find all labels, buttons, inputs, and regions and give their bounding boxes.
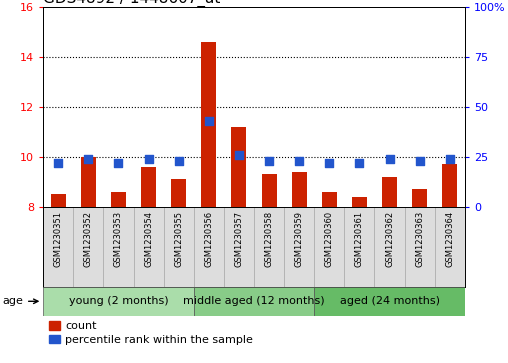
Bar bbox=[43, 287, 194, 316]
Text: GSM1230360: GSM1230360 bbox=[325, 211, 334, 267]
Bar bbox=[73, 207, 104, 287]
Bar bbox=[382, 177, 397, 207]
Text: GSM1230361: GSM1230361 bbox=[355, 211, 364, 267]
Legend: count, percentile rank within the sample: count, percentile rank within the sample bbox=[49, 321, 253, 345]
Bar bbox=[374, 207, 404, 287]
Text: GSM1230358: GSM1230358 bbox=[265, 211, 274, 267]
Text: GSM1230353: GSM1230353 bbox=[114, 211, 123, 267]
Bar bbox=[111, 192, 126, 207]
Text: GSM1230357: GSM1230357 bbox=[234, 211, 243, 267]
Text: GSM1230354: GSM1230354 bbox=[144, 211, 153, 267]
Text: GSM1230363: GSM1230363 bbox=[415, 211, 424, 267]
Text: GSM1230351: GSM1230351 bbox=[54, 211, 63, 267]
Bar bbox=[141, 167, 156, 207]
Point bbox=[446, 156, 454, 162]
Bar bbox=[344, 207, 374, 287]
Point bbox=[54, 160, 62, 166]
Point bbox=[325, 160, 333, 166]
Bar bbox=[194, 287, 314, 316]
Bar bbox=[134, 207, 164, 287]
Text: GSM1230364: GSM1230364 bbox=[445, 211, 454, 267]
Point bbox=[295, 158, 303, 164]
Bar bbox=[104, 207, 134, 287]
Point bbox=[84, 156, 92, 162]
Bar bbox=[43, 207, 73, 287]
Text: middle aged (12 months): middle aged (12 months) bbox=[183, 296, 325, 306]
Bar bbox=[254, 207, 284, 287]
Point bbox=[205, 118, 213, 124]
Bar bbox=[435, 207, 465, 287]
Bar bbox=[232, 127, 246, 207]
Bar bbox=[194, 207, 224, 287]
Text: GSM1230355: GSM1230355 bbox=[174, 211, 183, 267]
Text: GSM1230352: GSM1230352 bbox=[84, 211, 93, 267]
Bar bbox=[292, 172, 307, 207]
Point bbox=[144, 156, 152, 162]
Bar bbox=[314, 287, 465, 316]
Text: aged (24 months): aged (24 months) bbox=[339, 296, 439, 306]
Bar bbox=[412, 189, 427, 207]
Bar bbox=[322, 192, 337, 207]
Text: GDS4892 / 1448607_at: GDS4892 / 1448607_at bbox=[43, 0, 220, 7]
Text: GSM1230359: GSM1230359 bbox=[295, 211, 304, 267]
Bar bbox=[224, 207, 254, 287]
Bar bbox=[262, 175, 276, 207]
Point bbox=[386, 156, 394, 162]
Point bbox=[235, 152, 243, 158]
Text: age: age bbox=[2, 296, 38, 306]
Bar bbox=[201, 42, 216, 207]
Bar bbox=[404, 207, 435, 287]
Bar bbox=[171, 179, 186, 207]
Bar bbox=[81, 157, 96, 207]
Point bbox=[175, 158, 183, 164]
Bar bbox=[51, 195, 66, 207]
Text: GSM1230356: GSM1230356 bbox=[204, 211, 213, 267]
Bar bbox=[352, 197, 367, 207]
Point bbox=[416, 158, 424, 164]
Point bbox=[355, 160, 363, 166]
Point bbox=[114, 160, 122, 166]
Text: GSM1230362: GSM1230362 bbox=[385, 211, 394, 267]
Text: young (2 months): young (2 months) bbox=[69, 296, 168, 306]
Bar bbox=[314, 207, 344, 287]
Point bbox=[265, 158, 273, 164]
Bar bbox=[164, 207, 194, 287]
Bar bbox=[442, 164, 457, 207]
Bar bbox=[284, 207, 314, 287]
